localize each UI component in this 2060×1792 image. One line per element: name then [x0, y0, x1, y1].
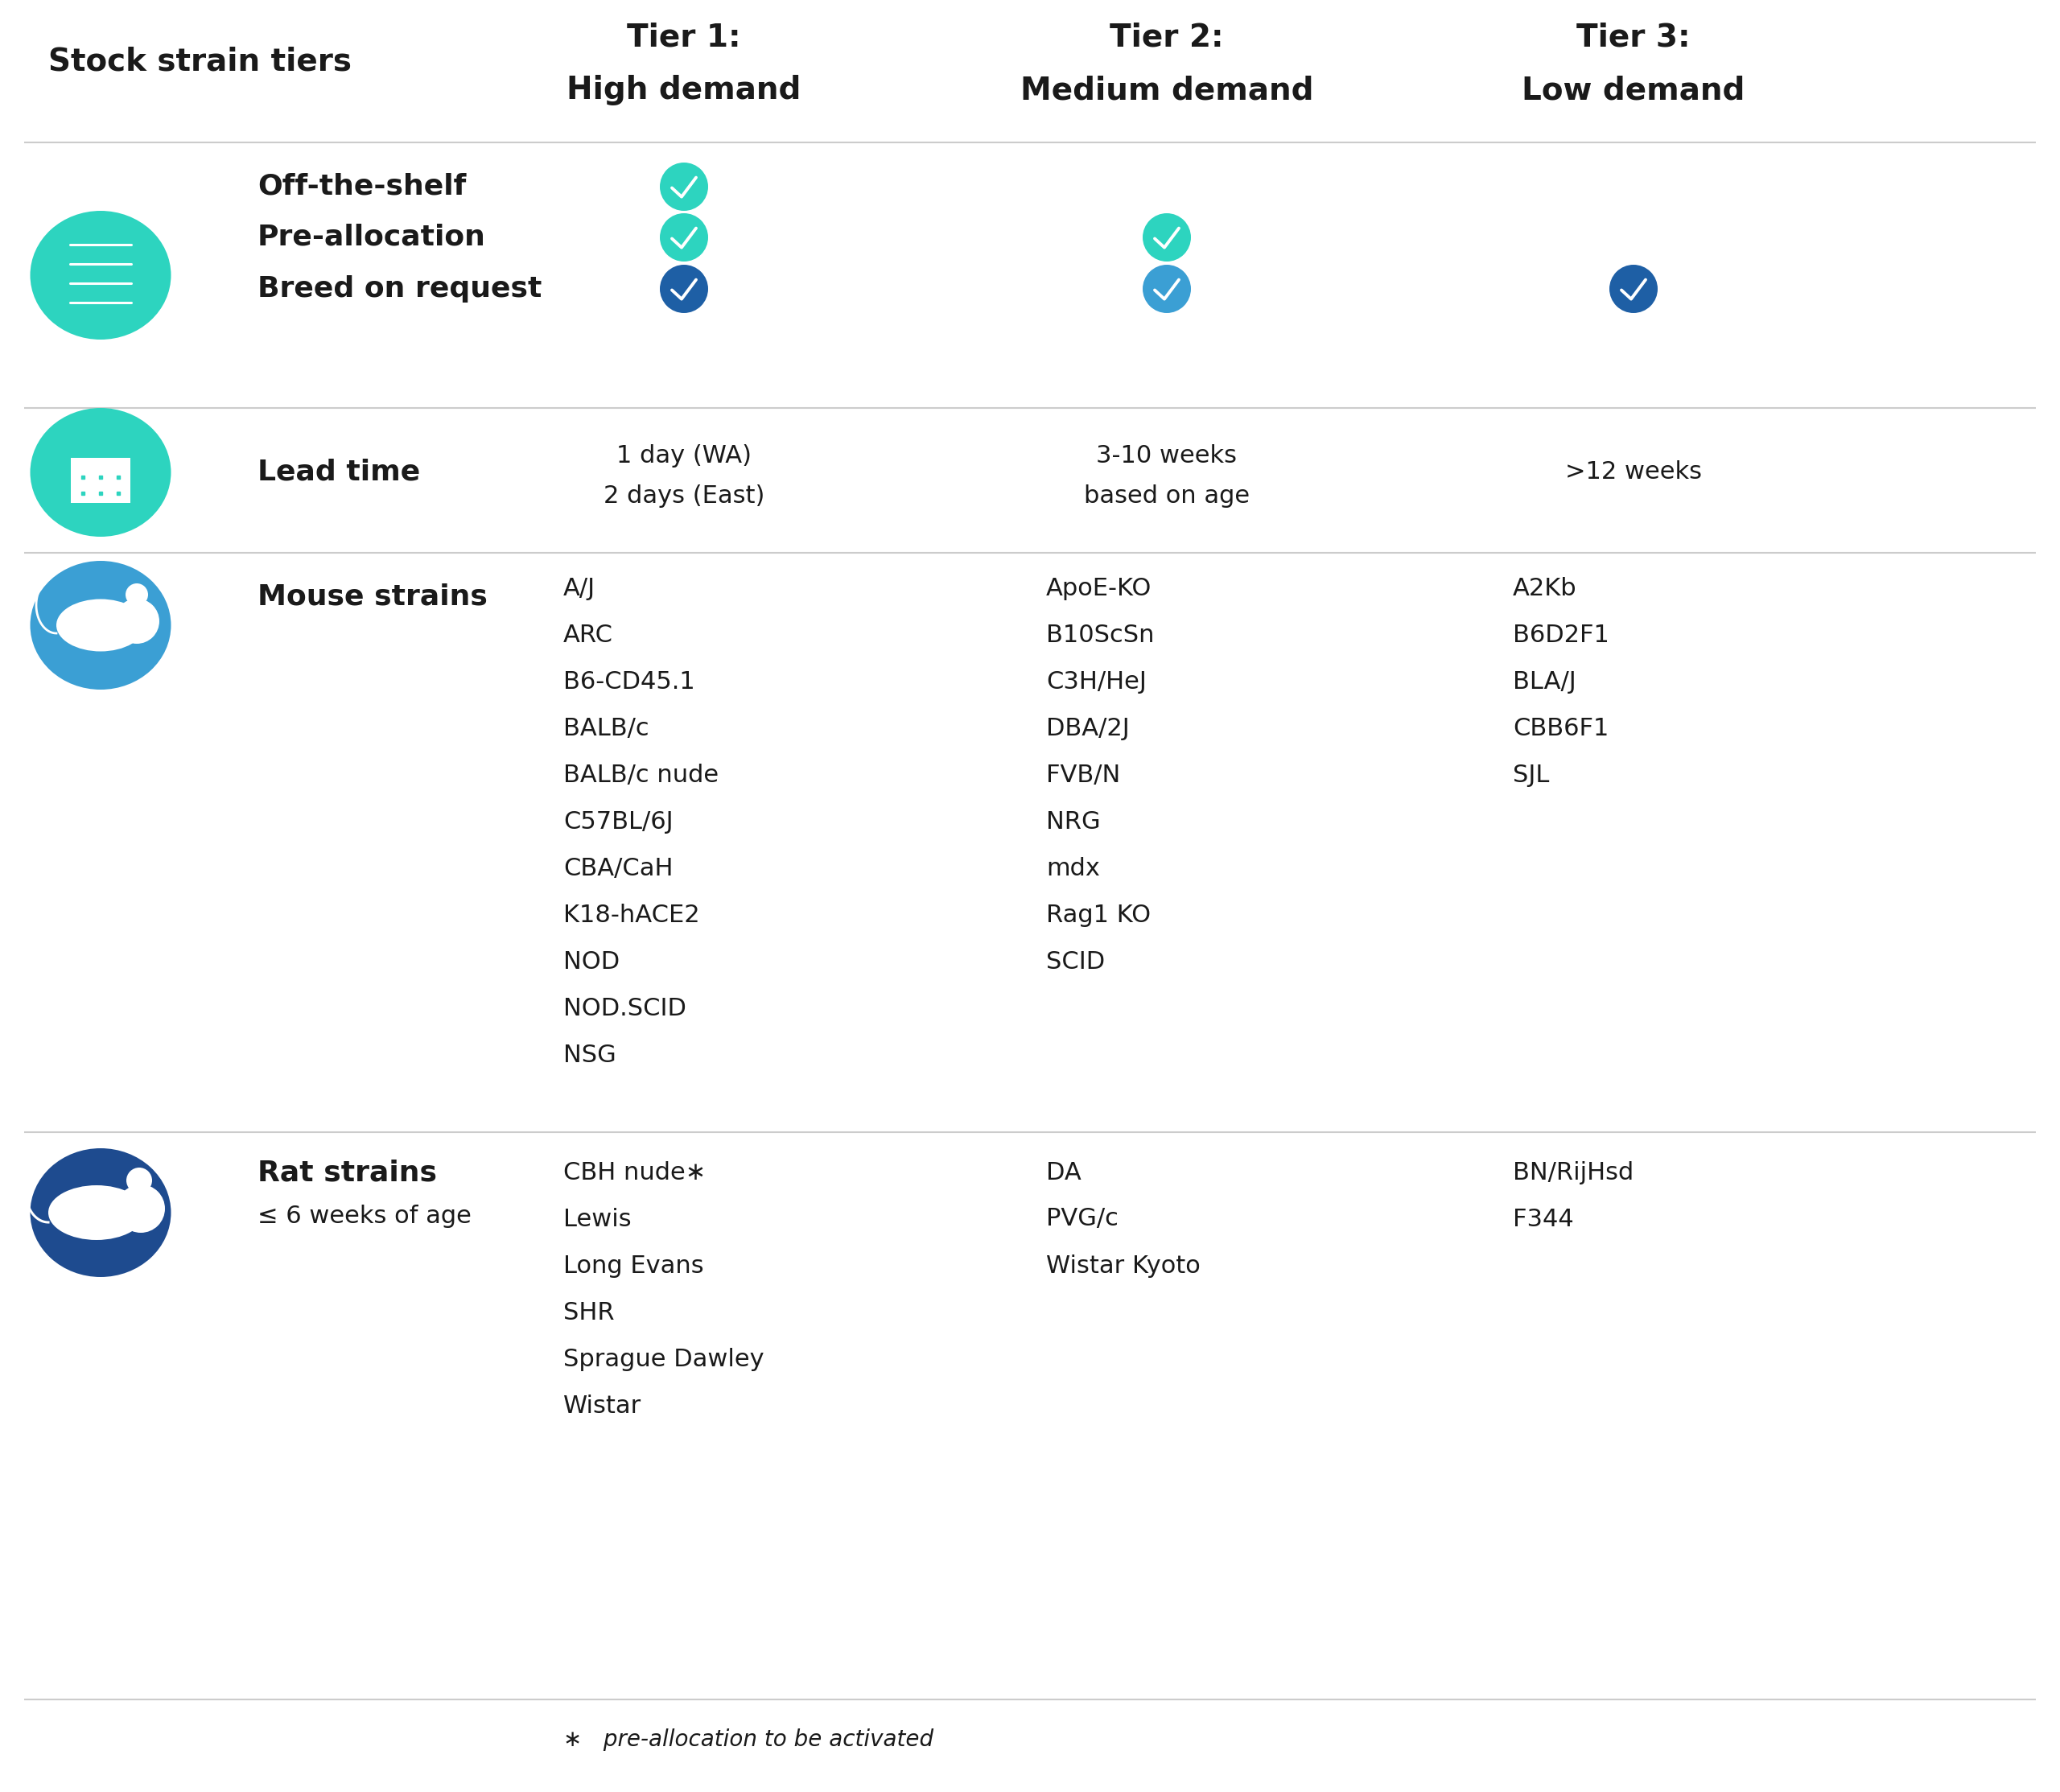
Text: 2 days (East): 2 days (East) — [604, 486, 764, 509]
Text: A2Kb: A2Kb — [1512, 577, 1576, 600]
Text: B6-CD45.1: B6-CD45.1 — [562, 670, 694, 694]
Text: 3-10 weeks: 3-10 weeks — [1096, 444, 1238, 468]
Text: NSG: NSG — [562, 1045, 616, 1068]
Text: Tier 1:: Tier 1: — [626, 23, 742, 54]
Text: K18-hACE2: K18-hACE2 — [562, 903, 700, 928]
Text: Pre-allocation: Pre-allocation — [258, 224, 486, 251]
Text: SHR: SHR — [562, 1301, 614, 1324]
Text: BN/RijHsd: BN/RijHsd — [1512, 1161, 1634, 1185]
Text: C57BL/6J: C57BL/6J — [562, 810, 674, 833]
Text: C3H/HeJ: C3H/HeJ — [1046, 670, 1147, 694]
Text: Sprague Dawley: Sprague Dawley — [562, 1348, 764, 1371]
Circle shape — [659, 163, 709, 211]
Circle shape — [1143, 265, 1191, 314]
Text: NOD.SCID: NOD.SCID — [562, 998, 686, 1021]
Text: Mouse strains: Mouse strains — [258, 584, 488, 611]
Circle shape — [113, 599, 159, 643]
Text: Wistar: Wistar — [562, 1394, 641, 1417]
Text: BLA/J: BLA/J — [1512, 670, 1576, 694]
Text: ∗   pre-allocation to be activated: ∗ pre-allocation to be activated — [562, 1729, 933, 1751]
FancyBboxPatch shape — [70, 444, 130, 459]
Text: PVG/c: PVG/c — [1046, 1208, 1119, 1231]
Text: ≤ 6 weeks of age: ≤ 6 weeks of age — [258, 1204, 472, 1228]
Text: SJL: SJL — [1512, 763, 1549, 787]
Ellipse shape — [31, 409, 171, 538]
Text: Off-the-shelf: Off-the-shelf — [258, 174, 466, 201]
Text: mdx: mdx — [1046, 857, 1100, 880]
Text: NRG: NRG — [1046, 810, 1100, 833]
Text: ApoE-KO: ApoE-KO — [1046, 577, 1152, 600]
Text: NOD: NOD — [562, 952, 620, 975]
Text: Tier 2:: Tier 2: — [1110, 23, 1224, 54]
Text: DBA/2J: DBA/2J — [1046, 717, 1129, 740]
Text: Stock strain tiers: Stock strain tiers — [47, 47, 352, 77]
Text: >12 weeks: >12 weeks — [1566, 461, 1702, 484]
Text: BALB/c nude: BALB/c nude — [562, 763, 719, 787]
Text: A/J: A/J — [562, 577, 595, 600]
Circle shape — [1143, 213, 1191, 262]
Ellipse shape — [31, 561, 171, 690]
Text: Rat strains: Rat strains — [258, 1159, 437, 1186]
Text: Wistar Kyoto: Wistar Kyoto — [1046, 1254, 1201, 1278]
Ellipse shape — [56, 599, 144, 650]
Text: BALB/c: BALB/c — [562, 717, 649, 740]
Text: 1 day (WA): 1 day (WA) — [616, 444, 752, 468]
Text: CBH nude∗: CBH nude∗ — [562, 1161, 707, 1185]
Circle shape — [659, 213, 709, 262]
Text: Breed on request: Breed on request — [258, 276, 542, 303]
Text: Tier 3:: Tier 3: — [1576, 23, 1691, 54]
Ellipse shape — [31, 1149, 171, 1278]
Text: CBB6F1: CBB6F1 — [1512, 717, 1609, 740]
Text: based on age: based on age — [1084, 486, 1250, 509]
Text: ARC: ARC — [562, 624, 614, 647]
Text: Rag1 KO: Rag1 KO — [1046, 903, 1152, 928]
Text: Long Evans: Long Evans — [562, 1254, 705, 1278]
Text: B6D2F1: B6D2F1 — [1512, 624, 1609, 647]
Ellipse shape — [47, 1185, 144, 1240]
Text: CBA/CaH: CBA/CaH — [562, 857, 674, 880]
FancyBboxPatch shape — [70, 453, 130, 504]
Ellipse shape — [31, 211, 171, 339]
Text: SCID: SCID — [1046, 952, 1104, 975]
Text: B10ScSn: B10ScSn — [1046, 624, 1154, 647]
Text: Low demand: Low demand — [1522, 75, 1745, 106]
Text: Lewis: Lewis — [562, 1208, 630, 1231]
Circle shape — [126, 1168, 152, 1193]
Text: F344: F344 — [1512, 1208, 1574, 1231]
Text: High demand: High demand — [566, 75, 801, 106]
Text: Lead time: Lead time — [258, 459, 420, 486]
Circle shape — [1609, 265, 1658, 314]
Circle shape — [659, 265, 709, 314]
Text: Medium demand: Medium demand — [1020, 75, 1314, 106]
Circle shape — [117, 1185, 165, 1233]
Circle shape — [126, 584, 148, 606]
Text: FVB/N: FVB/N — [1046, 763, 1121, 787]
Text: DA: DA — [1046, 1161, 1082, 1185]
